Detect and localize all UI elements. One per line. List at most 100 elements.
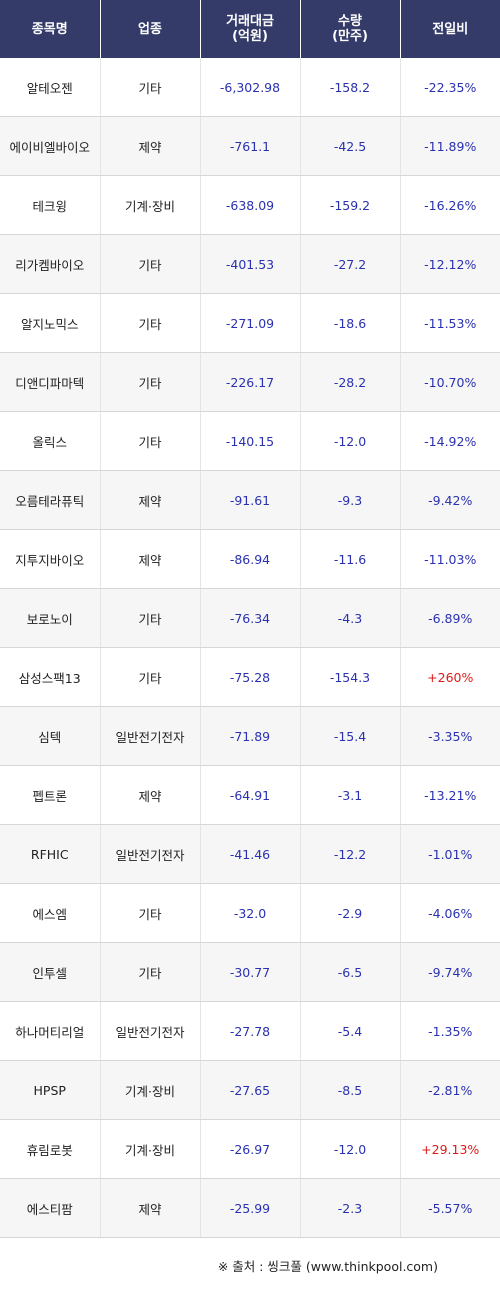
stock-name-cell: 디앤디파마텍	[0, 352, 100, 412]
table-row: 휴림로봇 기계·장비 -26.97 -12.0 +29.13%	[0, 1119, 500, 1179]
table-row: 지투지바이오 제약 -86.94 -11.6 -11.03%	[0, 529, 500, 589]
change-cell: -1.01%	[399, 824, 500, 884]
trade-amount-cell: -26.97	[199, 1119, 300, 1179]
change-cell: -10.70%	[399, 352, 500, 412]
stock-name-cell: RFHIC	[0, 824, 100, 884]
table-row: 삼성스팩13 기타 -75.28 -154.3 +260%	[0, 647, 500, 707]
stock-name-cell: 휴림로봇	[0, 1119, 100, 1179]
change-cell: -11.89%	[399, 116, 500, 176]
sector-cell: 기타	[99, 647, 200, 707]
table-row: 테크윙 기계·장비 -638.09 -159.2 -16.26%	[0, 175, 500, 235]
trade-amount-cell: -226.17	[199, 352, 300, 412]
sector-cell: 기타	[99, 234, 200, 294]
table-row: RFHIC 일반전기전자 -41.46 -12.2 -1.01%	[0, 824, 500, 884]
header-change: 전일비	[399, 0, 500, 58]
header-trade-amount-label: 거래대금	[226, 14, 274, 29]
change-cell: -5.57%	[399, 1178, 500, 1238]
volume-cell: -158.2	[299, 58, 400, 117]
change-cell: -1.35%	[399, 1001, 500, 1061]
table-row: 하나머티리얼 일반전기전자 -27.78 -5.4 -1.35%	[0, 1001, 500, 1061]
volume-cell: -12.2	[299, 824, 400, 884]
volume-cell: -4.3	[299, 588, 400, 648]
table-row: HPSP 기계·장비 -27.65 -8.5 -2.81%	[0, 1060, 500, 1120]
table-row: 알지노믹스 기타 -271.09 -18.6 -11.53%	[0, 293, 500, 353]
stock-name-cell: 인투셀	[0, 942, 100, 1002]
trade-amount-cell: -638.09	[199, 175, 300, 235]
volume-cell: -8.5	[299, 1060, 400, 1120]
sector-cell: 일반전기전자	[99, 1001, 200, 1061]
volume-cell: -3.1	[299, 765, 400, 825]
volume-cell: -159.2	[299, 175, 400, 235]
trade-amount-cell: -401.53	[199, 234, 300, 294]
header-volume-label: 수량	[338, 14, 362, 29]
change-cell: -2.81%	[399, 1060, 500, 1120]
stock-name-cell: 올릭스	[0, 411, 100, 471]
sector-cell: 일반전기전자	[99, 706, 200, 766]
sector-cell: 기타	[99, 58, 200, 117]
sector-cell: 기타	[99, 588, 200, 648]
trade-amount-cell: -71.89	[199, 706, 300, 766]
stock-name-cell: 알테오젠	[0, 58, 100, 117]
table-row: 알테오젠 기타 -6,302.98 -158.2 -22.35%	[0, 58, 500, 117]
volume-cell: -5.4	[299, 1001, 400, 1061]
table-row: 펩트론 제약 -64.91 -3.1 -13.21%	[0, 765, 500, 825]
header-volume-unit: (만주)	[332, 29, 368, 44]
change-cell: -9.74%	[399, 942, 500, 1002]
volume-cell: -2.9	[299, 883, 400, 943]
trade-amount-cell: -76.34	[199, 588, 300, 648]
stock-name-cell: 오름테라퓨틱	[0, 470, 100, 530]
table-row: 리가켐바이오 기타 -401.53 -27.2 -12.12%	[0, 234, 500, 294]
stock-name-cell: 에스티팜	[0, 1178, 100, 1238]
change-cell: -13.21%	[399, 765, 500, 825]
table-row: 심텍 일반전기전자 -71.89 -15.4 -3.35%	[0, 706, 500, 766]
volume-cell: -12.0	[299, 411, 400, 471]
volume-cell: -42.5	[299, 116, 400, 176]
volume-cell: -15.4	[299, 706, 400, 766]
trade-amount-cell: -75.28	[199, 647, 300, 707]
volume-cell: -2.3	[299, 1178, 400, 1238]
table-row: 오름테라퓨틱 제약 -91.61 -9.3 -9.42%	[0, 470, 500, 530]
stock-name-cell: 심텍	[0, 706, 100, 766]
change-cell: +260%	[399, 647, 500, 707]
stock-name-cell: 리가켐바이오	[0, 234, 100, 294]
volume-cell: -154.3	[299, 647, 400, 707]
volume-cell: -28.2	[299, 352, 400, 412]
volume-cell: -9.3	[299, 470, 400, 530]
stock-name-cell: 알지노믹스	[0, 293, 100, 353]
change-cell: -9.42%	[399, 470, 500, 530]
stock-name-cell: 에스엠	[0, 883, 100, 943]
trade-amount-cell: -25.99	[199, 1178, 300, 1238]
sector-cell: 기타	[99, 883, 200, 943]
table-header: 종목명 업종 거래대금 (억원) 수량 (만주) 전일비	[0, 0, 500, 58]
trade-amount-cell: -30.77	[199, 942, 300, 1002]
sector-cell: 기계·장비	[99, 1060, 200, 1120]
table-row: 올릭스 기타 -140.15 -12.0 -14.92%	[0, 411, 500, 471]
stock-name-cell: 펩트론	[0, 765, 100, 825]
trade-amount-cell: -64.91	[199, 765, 300, 825]
sector-cell: 기타	[99, 352, 200, 412]
change-cell: -14.92%	[399, 411, 500, 471]
stock-name-cell: 테크윙	[0, 175, 100, 235]
stock-name-cell: 보로노이	[0, 588, 100, 648]
stock-name-cell: 삼성스팩13	[0, 647, 100, 707]
sector-cell: 기타	[99, 293, 200, 353]
header-sector: 업종	[99, 0, 200, 58]
volume-cell: -18.6	[299, 293, 400, 353]
sector-cell: 기계·장비	[99, 175, 200, 235]
sector-cell: 일반전기전자	[99, 824, 200, 884]
trade-amount-cell: -140.15	[199, 411, 300, 471]
header-trade-amount-unit: (억원)	[232, 29, 268, 44]
table-row: 보로노이 기타 -76.34 -4.3 -6.89%	[0, 588, 500, 648]
stock-name-cell: 지투지바이오	[0, 529, 100, 589]
stock-name-cell: HPSP	[0, 1060, 100, 1120]
trade-amount-cell: -27.65	[199, 1060, 300, 1120]
trade-amount-cell: -86.94	[199, 529, 300, 589]
stock-name-cell: 하나머티리얼	[0, 1001, 100, 1061]
volume-cell: -12.0	[299, 1119, 400, 1179]
sector-cell: 제약	[99, 470, 200, 530]
sector-cell: 제약	[99, 765, 200, 825]
trade-amount-cell: -271.09	[199, 293, 300, 353]
change-cell: -6.89%	[399, 588, 500, 648]
volume-cell: -6.5	[299, 942, 400, 1002]
